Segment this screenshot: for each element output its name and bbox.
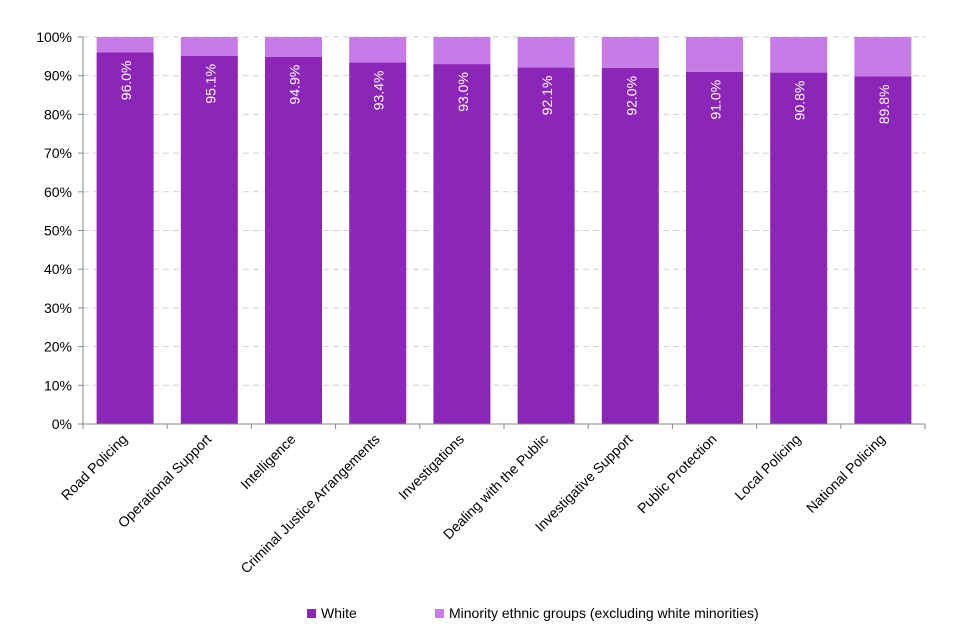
bar-white — [770, 72, 828, 424]
bar-minority — [349, 37, 407, 63]
y-tick-label: 80% — [44, 106, 72, 122]
data-label: 94.9% — [287, 65, 303, 105]
data-label: 95.1% — [202, 64, 218, 104]
x-tick-label: National Policing — [803, 431, 888, 516]
x-tick-label: Public Protection — [634, 431, 720, 517]
bar-white — [601, 67, 659, 425]
x-tick-label: Intelligence — [237, 431, 299, 493]
x-tick-label: Road Policing — [58, 431, 130, 503]
y-tick-label: 90% — [44, 68, 72, 84]
y-tick-label: 10% — [44, 377, 72, 393]
x-tick-label: Investigative Support — [532, 431, 636, 535]
bar-minority — [854, 37, 912, 77]
legend-swatch-minority — [435, 608, 444, 618]
bar-minority — [96, 37, 154, 53]
data-label: 92.0% — [623, 76, 639, 116]
bar-minority — [770, 37, 828, 73]
y-tick-label: 100% — [36, 29, 72, 45]
x-tick-label: Criminal Justice Arrangements — [237, 431, 383, 577]
bar-minority — [517, 37, 575, 68]
data-label: 93.4% — [371, 71, 387, 111]
legend-label-white: White — [321, 605, 357, 621]
x-tick-label: Investigations — [395, 431, 467, 503]
y-tick-label: 20% — [44, 339, 72, 355]
bar-white — [349, 62, 407, 425]
y-tick-label: 30% — [44, 300, 72, 316]
legend: White Minority ethnic groups (excluding … — [0, 605, 960, 625]
bar-white — [686, 71, 743, 424]
y-axis: 0% 10% 20% 30% 40% 50% 60% 70% 80% 90% 100% — [36, 29, 84, 432]
legend-item-white: White — [307, 605, 357, 621]
bar-minority — [180, 37, 238, 56]
data-label: 91.0% — [708, 80, 724, 120]
bar-white — [433, 64, 491, 424]
bar-white — [265, 56, 322, 424]
bar-minority — [686, 37, 743, 72]
bar-minority — [433, 37, 491, 65]
data-label: 89.8% — [876, 84, 892, 124]
bar-minority — [601, 37, 659, 68]
bar-minority — [265, 37, 322, 57]
bar-white — [180, 55, 238, 424]
y-tick-label: 0% — [52, 416, 72, 432]
data-label: 92.1% — [539, 76, 555, 116]
x-tick-label: Local Policing — [731, 431, 803, 503]
legend-item-minority: Minority ethnic groups (excluding white … — [435, 605, 759, 621]
y-tick-label: 40% — [44, 261, 72, 277]
y-tick-label: 60% — [44, 184, 72, 200]
y-tick-label: 70% — [44, 145, 72, 161]
data-label: 93.0% — [455, 72, 471, 112]
bars: 96.0% 95.1% 94.9% 93.4% 93.0% 92.1% 92.0% 91.0%… — [96, 37, 912, 425]
legend-label-minority: Minority ethnic groups (excluding white … — [449, 605, 759, 621]
bar-white — [517, 67, 575, 424]
data-label: 90.8% — [792, 81, 808, 121]
stacked-bar-chart: 0%10%20%30%40%50%60%70%80%90%100% 96.0% 9… — [36, 29, 926, 577]
y-tick-label: 50% — [44, 223, 72, 239]
data-label: 96.0% — [118, 60, 134, 100]
bar-white — [96, 52, 154, 424]
bar-white — [854, 76, 912, 424]
x-tick-label: Operational Support — [114, 431, 214, 531]
legend-swatch-white — [307, 608, 316, 618]
